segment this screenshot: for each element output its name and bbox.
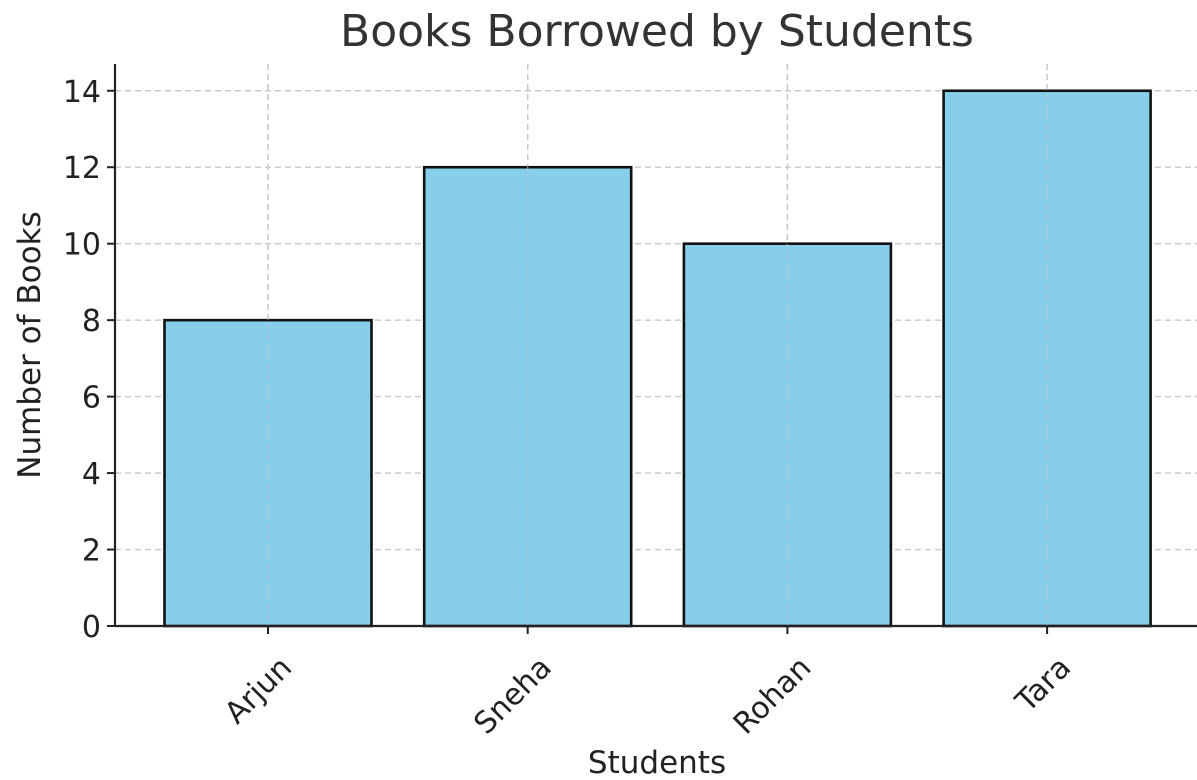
x-tick-label-sneha: Sneha (467, 650, 558, 741)
x-tick-label-rohan: Rohan (727, 650, 818, 741)
y-tick-label: 12 (63, 151, 101, 186)
x-axis-label: Students (588, 745, 726, 780)
chart-title: Books Borrowed by Students (340, 6, 974, 57)
y-tick-label: 4 (82, 457, 101, 492)
axes-layer (113, 64, 1197, 628)
y-tick-label: 14 (63, 75, 101, 110)
y-tick-label: 6 (82, 381, 101, 416)
y-tick-label: 10 (63, 228, 101, 263)
y-tick-label: 8 (82, 304, 101, 339)
x-tick-label-arjun: Arjun (218, 650, 299, 731)
y-axis-label: Number of Books (12, 211, 48, 478)
y-tick-label: 2 (82, 534, 101, 569)
y-tick-label: 0 (82, 610, 101, 645)
bars-layer (163, 64, 1152, 628)
x-tick-label-tara: Tara (1008, 650, 1078, 720)
